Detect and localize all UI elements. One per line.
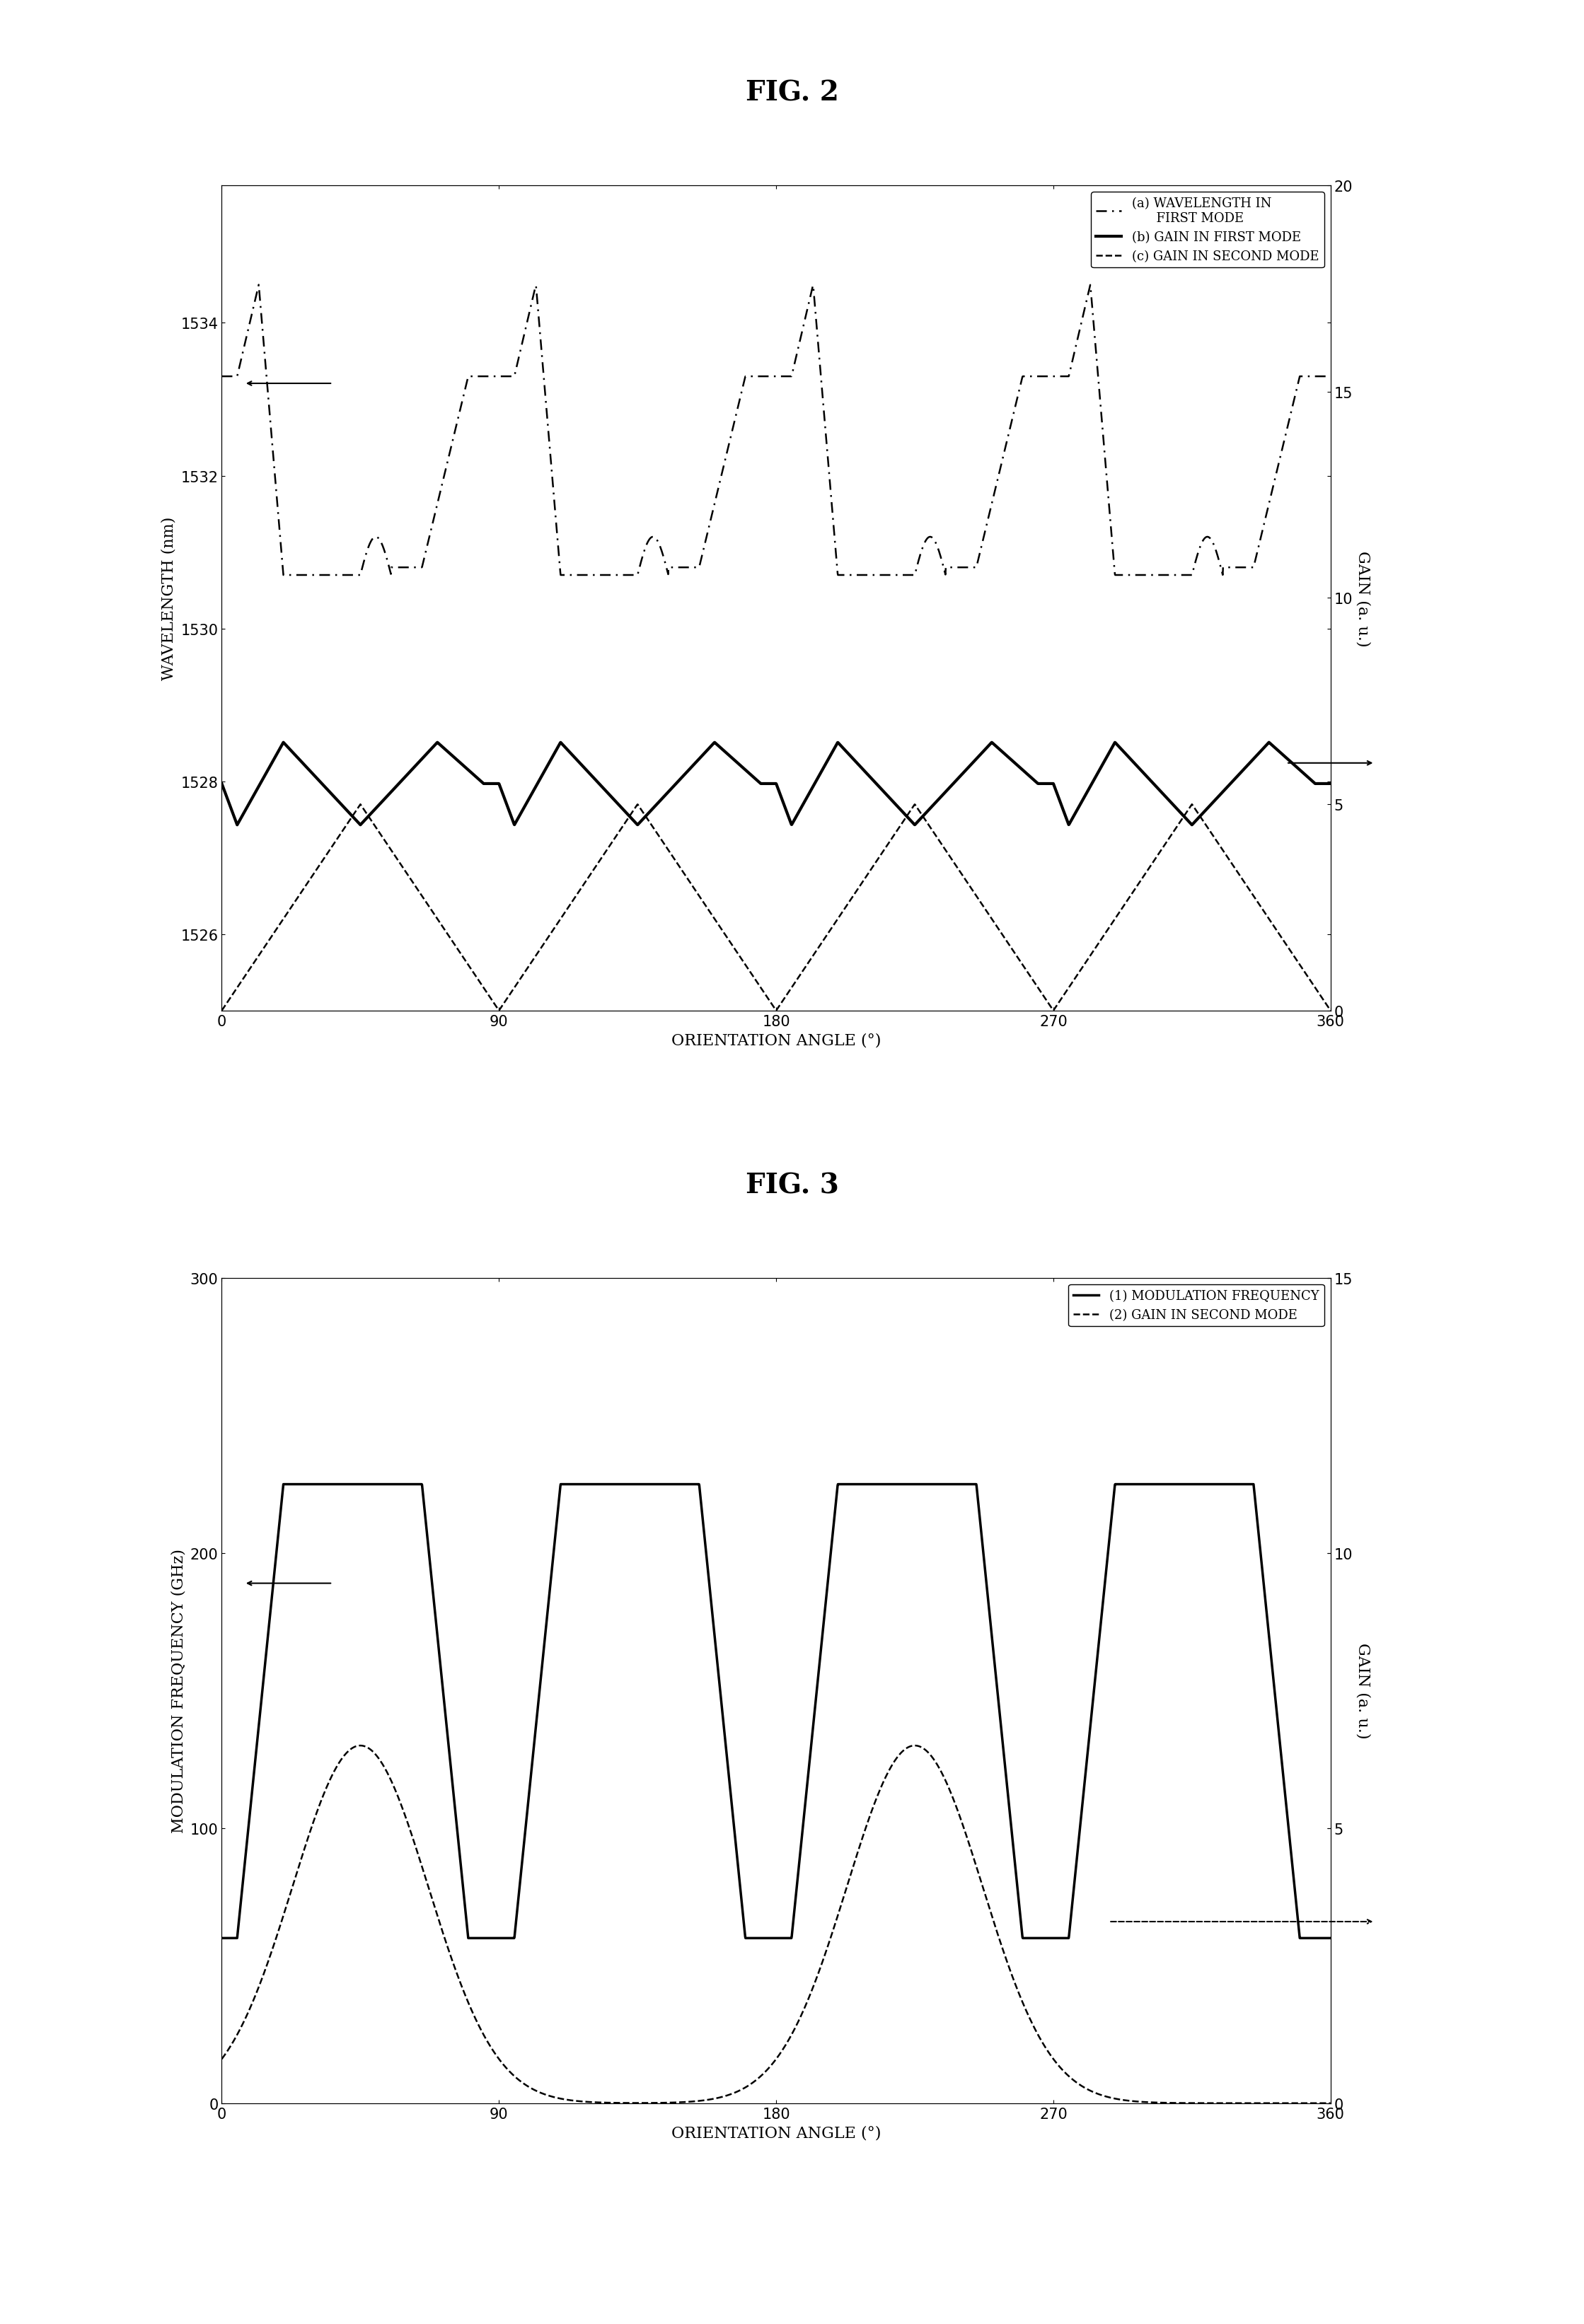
Y-axis label: GAIN (a. u.): GAIN (a. u.) bbox=[1354, 551, 1370, 646]
Legend: (a) WAVELENGTH IN
      FIRST MODE, (b) GAIN IN FIRST MODE, (c) GAIN IN SECOND M: (a) WAVELENGTH IN FIRST MODE, (b) GAIN I… bbox=[1091, 193, 1324, 267]
X-axis label: ORIENTATION ANGLE (°): ORIENTATION ANGLE (°) bbox=[672, 2124, 881, 2140]
Text: FIG. 3: FIG. 3 bbox=[746, 1171, 838, 1199]
Y-axis label: WAVELENGTH (nm): WAVELENGTH (nm) bbox=[162, 516, 177, 681]
Y-axis label: GAIN (a. u.): GAIN (a. u.) bbox=[1354, 1643, 1370, 1738]
Y-axis label: MODULATION FREQUENCY (GHz): MODULATION FREQUENCY (GHz) bbox=[171, 1548, 187, 1834]
X-axis label: ORIENTATION ANGLE (°): ORIENTATION ANGLE (°) bbox=[672, 1032, 881, 1048]
Text: FIG. 2: FIG. 2 bbox=[746, 79, 838, 107]
Legend: (1) MODULATION FREQUENCY, (2) GAIN IN SECOND MODE: (1) MODULATION FREQUENCY, (2) GAIN IN SE… bbox=[1068, 1285, 1324, 1327]
